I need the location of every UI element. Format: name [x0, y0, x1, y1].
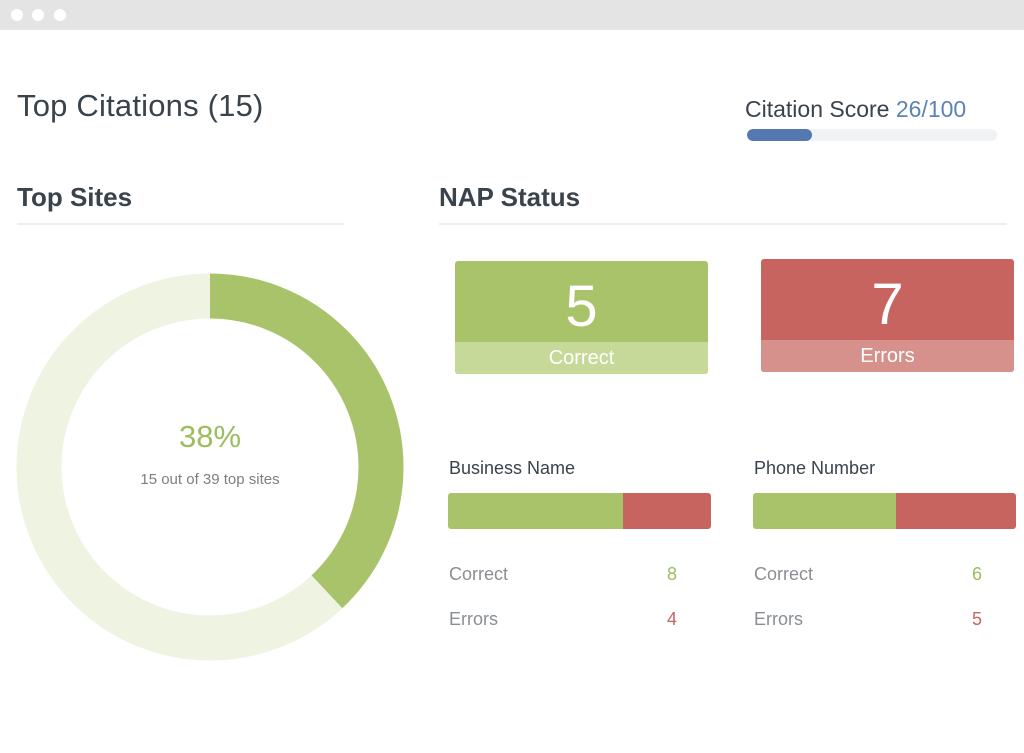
business-name-title: Business Name	[449, 458, 576, 478]
phone-number-errors-value: 5	[971, 609, 982, 629]
citation-score-bar-fill	[747, 129, 812, 141]
phone-number-correct-label: Correct	[754, 564, 814, 584]
citation-score: Citation Score 26/100	[745, 96, 966, 123]
nap-status-divider	[439, 223, 1007, 225]
business-name-errors-value: 4	[666, 609, 677, 629]
window-titlebar	[0, 0, 1024, 30]
page-title: Top Citations (15)	[17, 88, 264, 123]
phone-number-errors-segment	[896, 493, 1016, 529]
top-sites-percent: 38%	[178, 418, 242, 454]
correct-count-value: 5	[565, 274, 598, 339]
phone-number-title: Phone Number	[754, 458, 876, 478]
business-name-correct-value: 8	[666, 564, 677, 584]
citation-score-label: Citation Score	[745, 96, 890, 122]
phone-number-correct-value: 6	[971, 564, 982, 584]
errors-count-card[interactable]: 7 Errors	[761, 259, 1014, 372]
citation-score-value: 26/100	[895, 96, 967, 122]
phone-number-correct-segment	[753, 493, 897, 529]
donut-fill-arc	[16, 273, 404, 661]
correct-count-card[interactable]: 5 Correct	[455, 261, 708, 374]
citation-score-bar	[747, 129, 997, 141]
window-minimize-control[interactable]	[32, 9, 44, 21]
business-name-correct-label: Correct	[449, 564, 509, 584]
window-close-control[interactable]	[11, 9, 23, 21]
donut-center: 38% 15 out of 39 top sites	[16, 273, 404, 661]
errors-count-label: Errors	[761, 340, 1014, 372]
errors-count-value: 7	[871, 272, 904, 337]
phone-number-bar	[753, 493, 1016, 529]
business-name-correct-segment	[448, 493, 624, 529]
business-name-bar	[448, 493, 711, 529]
phone-number-errors-label: Errors	[754, 609, 803, 629]
correct-count-label: Correct	[455, 342, 708, 374]
top-sites-divider	[17, 223, 344, 225]
business-name-errors-label: Errors	[449, 609, 498, 629]
nap-status-heading: NAP Status	[439, 182, 581, 212]
top-sites-donut-chart	[16, 273, 404, 661]
window-maximize-control[interactable]	[54, 9, 66, 21]
top-sites-heading: Top Sites	[17, 182, 133, 212]
business-name-errors-segment	[623, 493, 711, 529]
top-sites-subtitle: 15 out of 39 top sites	[140, 470, 280, 488]
